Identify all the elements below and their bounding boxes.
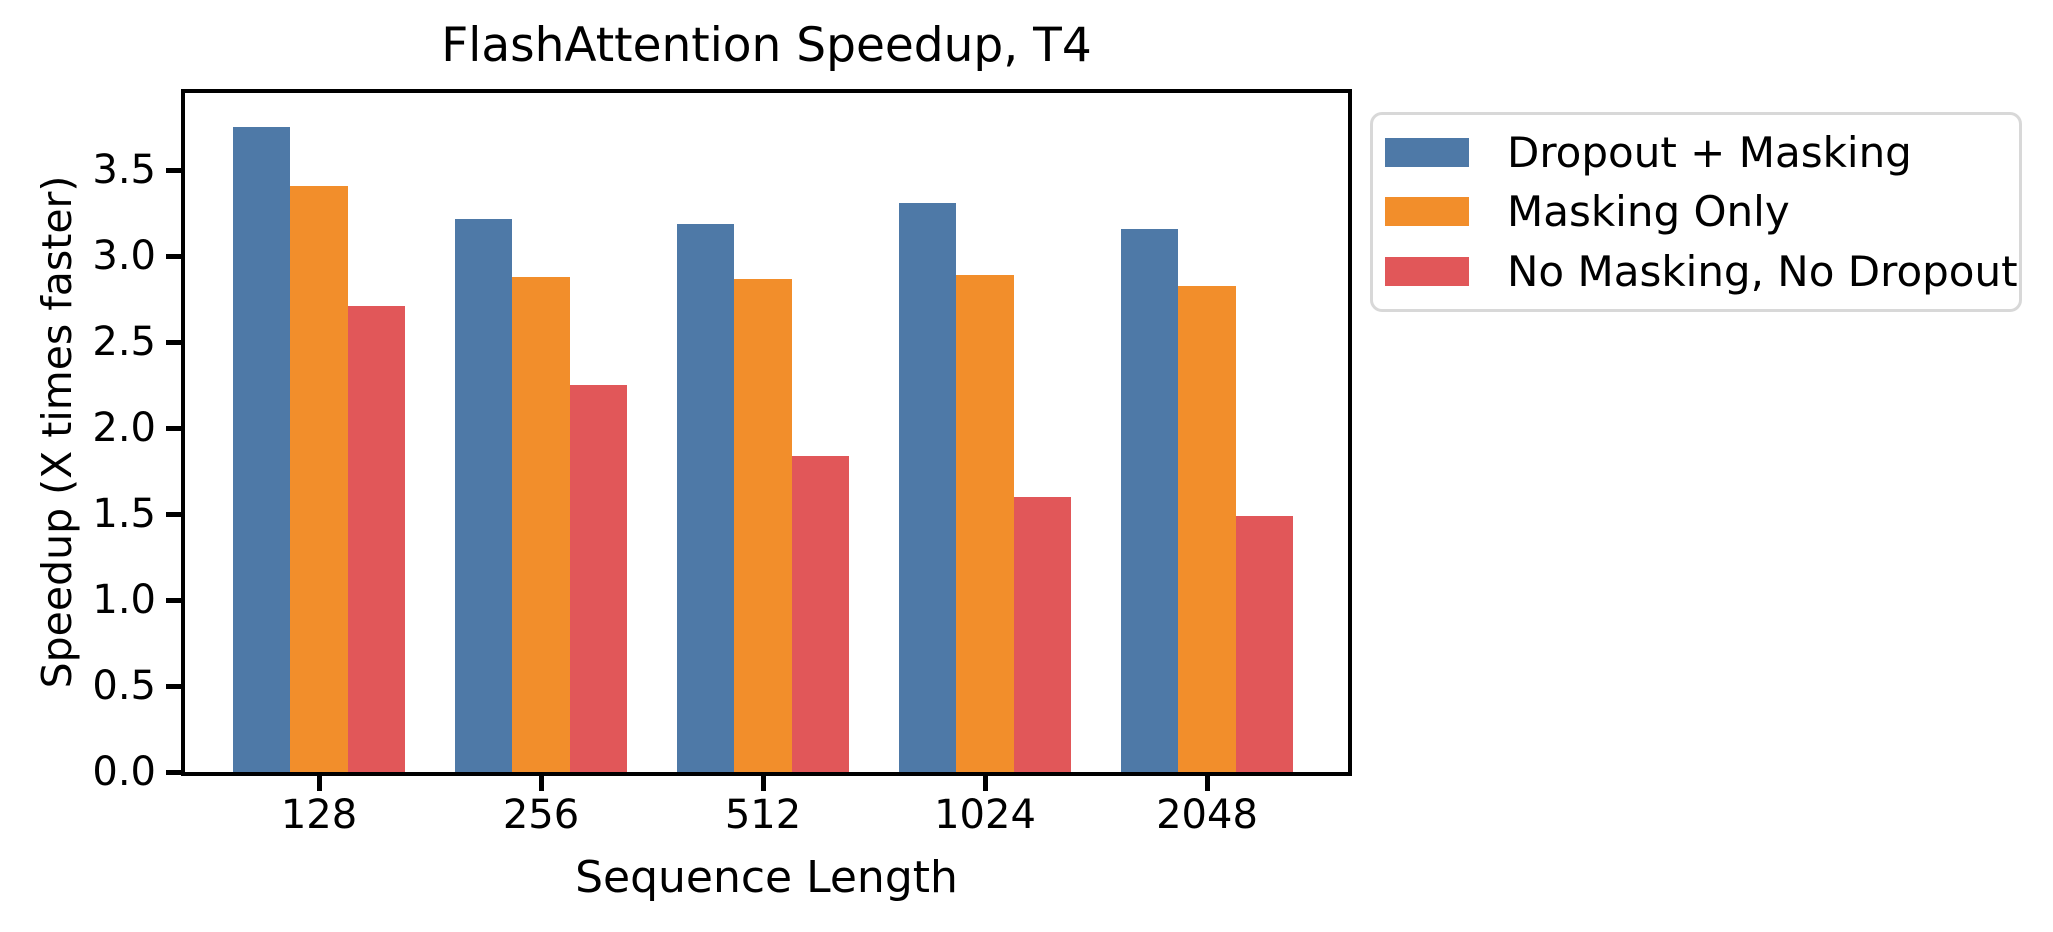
y-tick-label: 3.5 bbox=[92, 147, 156, 194]
legend-label: Masking Only bbox=[1507, 187, 1790, 237]
bar bbox=[347, 306, 406, 772]
y-tick-label: 1.0 bbox=[92, 577, 156, 624]
legend-swatch bbox=[1385, 256, 1469, 286]
plot-inner bbox=[185, 93, 1348, 772]
x-tick-label: 256 bbox=[502, 792, 580, 838]
legend-item: No Masking, No Dropout bbox=[1373, 247, 2019, 296]
y-tick-label: 2.0 bbox=[92, 405, 156, 452]
bar bbox=[734, 278, 792, 772]
bar bbox=[512, 276, 570, 772]
legend-label: Dropout + Masking bbox=[1507, 128, 1912, 178]
x-tick-mark bbox=[982, 776, 988, 791]
y-tick-label: 0.0 bbox=[92, 749, 156, 795]
bar bbox=[676, 223, 735, 772]
legend-swatch bbox=[1385, 197, 1469, 227]
bar bbox=[1013, 496, 1072, 772]
y-tick-label: 2.5 bbox=[92, 319, 156, 366]
chart-title: FlashAttention Speedup, T4 bbox=[441, 18, 1092, 73]
y-tick-mark bbox=[166, 597, 181, 603]
y-tick-mark bbox=[166, 253, 181, 259]
y-tick-mark bbox=[166, 511, 181, 517]
bar bbox=[1178, 285, 1236, 772]
bar bbox=[232, 127, 291, 772]
x-tick-mark bbox=[538, 776, 544, 791]
y-tick-mark bbox=[166, 339, 181, 345]
bar bbox=[898, 203, 957, 772]
plot-area bbox=[181, 89, 1352, 776]
x-tick-label: 512 bbox=[724, 792, 802, 838]
x-tick-mark bbox=[316, 776, 322, 791]
x-tick-label: 1024 bbox=[934, 792, 1036, 838]
y-axis-label: Speedup (X times faster) bbox=[33, 175, 81, 689]
bar bbox=[290, 185, 348, 772]
bar bbox=[956, 275, 1014, 772]
y-tick-mark bbox=[166, 769, 181, 775]
legend-label: No Masking, No Dropout bbox=[1507, 246, 2018, 296]
x-tick-mark bbox=[1204, 776, 1210, 791]
legend-swatch bbox=[1385, 138, 1469, 168]
x-axis-label: Sequence Length bbox=[575, 852, 958, 903]
legend: Dropout + Masking Masking Only No Masking,… bbox=[1370, 112, 2022, 312]
x-tick-mark bbox=[760, 776, 766, 791]
bar bbox=[454, 218, 513, 772]
y-tick-mark bbox=[166, 425, 181, 431]
legend-item: Masking Only bbox=[1373, 187, 2019, 236]
x-tick-label: 2048 bbox=[1156, 792, 1258, 838]
legend-item: Dropout + Masking bbox=[1373, 128, 2019, 177]
y-tick-label: 0.5 bbox=[92, 663, 156, 710]
bar bbox=[569, 385, 628, 772]
y-tick-mark bbox=[166, 167, 181, 173]
y-tick-label: 3.0 bbox=[92, 233, 156, 280]
x-tick-label: 128 bbox=[280, 792, 358, 838]
y-tick-mark bbox=[166, 683, 181, 689]
bar bbox=[791, 455, 850, 772]
bar bbox=[1235, 515, 1294, 772]
y-tick-label: 1.5 bbox=[92, 491, 156, 538]
bar bbox=[1120, 228, 1179, 772]
